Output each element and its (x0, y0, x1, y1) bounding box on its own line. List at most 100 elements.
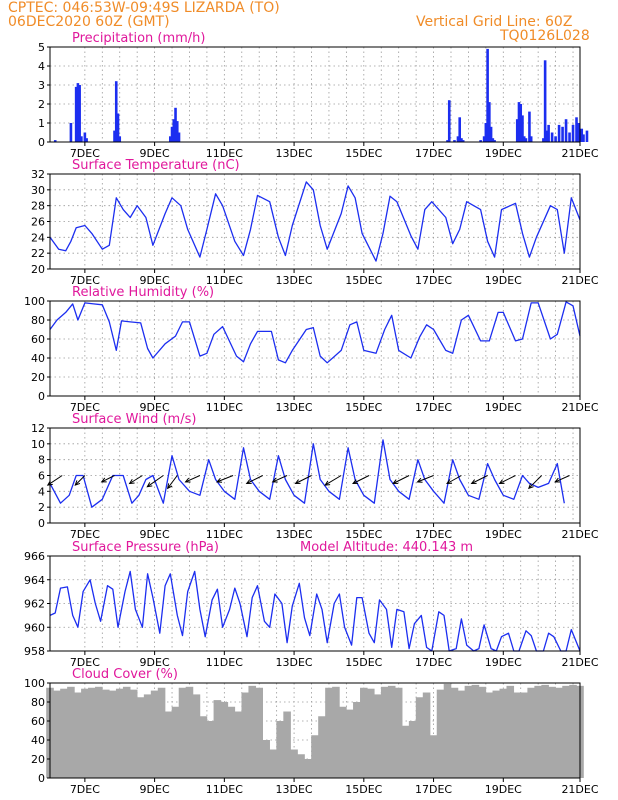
y-tick-label: 12 (31, 422, 45, 435)
wind-arrow-head (166, 483, 173, 490)
series-line (49, 301, 581, 364)
x-tick-label: 11DEC (206, 147, 243, 160)
cloud-bar (290, 749, 298, 778)
precip-bar (491, 138, 495, 142)
y-tick-label: 0 (38, 772, 45, 785)
y-tick-label: 960 (24, 621, 45, 634)
cloud-bar (394, 687, 403, 778)
wind-arrow (352, 475, 370, 484)
precip-bar (83, 132, 87, 142)
panel-title: Surface Pressure (hPa) (72, 540, 219, 555)
panel-title: Cloud Cover (%) (72, 667, 178, 682)
precip-bar (74, 86, 78, 142)
wind-arrow-head (100, 477, 107, 483)
wind-arrow (147, 475, 164, 488)
x-tick-label: 7DEC (70, 656, 100, 669)
precip-bar (114, 81, 118, 142)
precip-bar (488, 102, 491, 142)
wind-arrow-head (184, 477, 191, 483)
cloud-bar (443, 683, 452, 778)
precip-bar (550, 132, 554, 142)
precip-bar (453, 140, 456, 142)
panel-3: 0 2 4 6 8 10 12 7DEC 9DEC 11DEC 13DEC 15DEC 17DEC 19D… (31, 412, 599, 541)
precip-bar (76, 83, 80, 142)
precip-bar (575, 117, 578, 142)
cloud-bar (429, 735, 438, 778)
precip-bar (571, 124, 575, 142)
series-line (49, 439, 565, 508)
x-tick-label: 13DEC (276, 274, 313, 287)
x-tick-label: 9DEC (140, 783, 170, 796)
cloud-bar (206, 721, 215, 778)
x-tick-label: 21DEC (561, 274, 598, 287)
y-tick-label: 2 (38, 501, 45, 514)
x-tick-label: 21DEC (561, 147, 598, 160)
cloud-bar (164, 711, 173, 778)
x-tick-label: 11DEC (206, 783, 243, 796)
y-tick-label: 8 (38, 454, 45, 467)
wind-arrow-head (128, 479, 135, 485)
wind-arrow (129, 475, 143, 484)
precip-bar (479, 140, 482, 142)
precip-bar (78, 85, 81, 142)
y-tick-label: 4 (38, 60, 45, 73)
wind-arrow-head (352, 479, 359, 485)
precip-bar (580, 128, 584, 142)
x-tick-label: 19DEC (485, 783, 522, 796)
precip-bar (446, 140, 449, 142)
x-tick-label: 17DEC (415, 528, 452, 541)
x-tick-label: 15DEC (345, 147, 382, 160)
cloud-bar (325, 687, 333, 778)
precip-bar (543, 60, 547, 142)
cloud-bar (380, 686, 389, 778)
precip-bar (118, 136, 122, 142)
y-tick-label: 100 (24, 677, 45, 690)
cloud-bar (88, 687, 96, 778)
cloud-bar (150, 690, 159, 778)
cloud-bar (227, 706, 236, 778)
panel-title: Surface Temperature (nC) (72, 158, 240, 173)
x-tick-label: 9DEC (140, 274, 170, 287)
x-tick-label: 7DEC (70, 401, 100, 414)
x-tick-label: 21DEC (561, 656, 598, 669)
precip-bar (493, 140, 496, 142)
precip-bar (458, 117, 462, 142)
precip-bar (528, 111, 531, 142)
x-tick-label: 19DEC (485, 147, 522, 160)
wind-arrow (246, 475, 263, 484)
cloud-bar (241, 692, 250, 778)
x-tick-label: 9DEC (140, 147, 170, 160)
cloud-bar (353, 702, 361, 778)
y-tick-label: 24 (31, 231, 45, 244)
x-tick-label: 17DEC (415, 783, 452, 796)
precip-bar (170, 126, 174, 142)
y-tick-label: 80 (31, 314, 45, 327)
cloud-bar (53, 690, 61, 778)
precip-bar (461, 140, 465, 142)
x-tick-label: 19DEC (485, 528, 522, 541)
cloud-bar (248, 685, 257, 778)
x-tick-label: 17DEC (415, 656, 452, 669)
precip-bar (489, 126, 493, 142)
precip-bar (486, 48, 489, 142)
y-tick-label: 26 (31, 216, 45, 229)
cloud-bar (255, 687, 263, 778)
cloud-bar (520, 692, 528, 778)
precip-bar (80, 136, 83, 142)
cloud-bar (457, 690, 466, 778)
wind-arrow-head (271, 477, 278, 483)
precip-bar (557, 124, 561, 142)
cloud-bar (213, 700, 222, 778)
series-line (49, 570, 581, 652)
precip-bar (456, 136, 460, 142)
y-tick-label: 60 (31, 333, 45, 346)
precip-bar (172, 119, 176, 142)
cloud-bar (332, 686, 340, 778)
y-tick-label: 10 (31, 438, 45, 451)
x-tick-label: 19DEC (485, 274, 522, 287)
cloud-bar (555, 687, 563, 778)
cloud-bar (541, 684, 549, 778)
cloud-bar (415, 697, 424, 778)
x-tick-label: 7DEC (70, 274, 100, 287)
cloud-bar (436, 689, 445, 778)
